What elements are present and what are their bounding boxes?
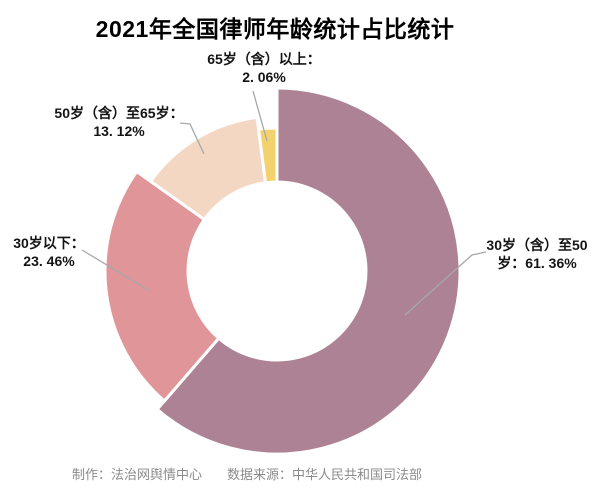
label-leader-line	[404, 251, 487, 316]
label-leader-line	[252, 90, 268, 142]
label-leader-line	[81, 249, 151, 292]
slice-label-50-65: 50岁（含）至65岁： 13. 12%	[54, 104, 183, 140]
pie-slice-3[interactable]	[256, 126, 279, 185]
slice-label-line: 30岁（含）至50	[486, 237, 588, 253]
slice-label-value: 岁：61. 36%	[497, 255, 577, 271]
pie-slice-2[interactable]	[148, 115, 268, 222]
chart-title: 2021年全国律师年龄统计占比统计	[95, 16, 455, 42]
slice-label-30-50: 30岁（含）至50 岁：61. 36%	[486, 236, 587, 272]
slice-label-value: 13. 12%	[93, 123, 145, 139]
credit-producer: 制作：法治网舆情中心	[72, 467, 203, 482]
slice-label-under-30: 30岁以下： 23. 46%	[13, 234, 85, 270]
label-leader-line	[179, 122, 205, 155]
pie-slice-1[interactable]	[103, 169, 221, 404]
slice-label-line: 30岁以下：	[13, 235, 85, 251]
slice-label-65-plus: 65岁（含）以上： 2. 06%	[207, 50, 321, 86]
slice-label-line: 65岁（含）以上：	[207, 51, 321, 67]
credit-data-source: 数据来源：中华人民共和国司法部	[227, 467, 423, 482]
slice-label-line: 50岁（含）至65岁：	[54, 105, 184, 121]
slice-label-value: 23. 46%	[23, 253, 75, 269]
slice-label-value: 2. 06%	[242, 69, 286, 85]
pie-slice-0[interactable]	[155, 86, 462, 456]
